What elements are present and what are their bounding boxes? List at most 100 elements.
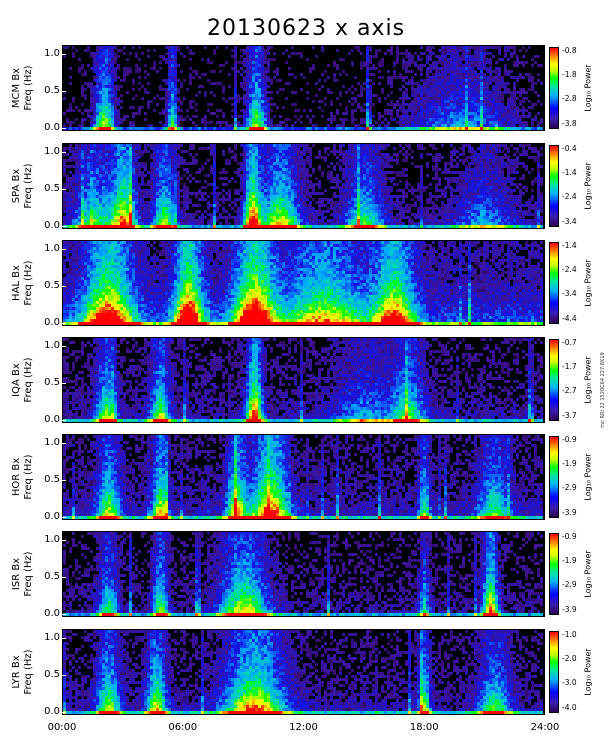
- spectrogram-image: [63, 338, 543, 422]
- colorbar-tick-label: -0.9: [562, 436, 577, 444]
- colorbar-tick-label: -0.8: [562, 47, 577, 55]
- y-axis-label-unit: Freq (Hz): [23, 357, 35, 402]
- y-axis-label-station: MCM Bx: [11, 65, 23, 110]
- y-tick-label: 1.0: [36, 633, 60, 643]
- colorbar-label: Log₁₀ Power: [582, 531, 594, 617]
- y-tick-label: 1.0: [36, 244, 60, 254]
- colorbar-label-text: Log₁₀ Power: [584, 550, 593, 597]
- colorbar-tick-label: -2.0: [562, 655, 577, 663]
- spectrogram-plot: [62, 531, 545, 617]
- y-tick-label: 0.0: [36, 415, 60, 425]
- y-axis-label: HOR Bx Freq (Hz): [8, 434, 38, 520]
- colorbar: [549, 47, 559, 129]
- y-tick-label: 1.0: [36, 535, 60, 545]
- panel-hor: HOR Bx Freq (Hz) 1.0 0.5 0.0 -0.9 -1.9 -2.9 -3.9…: [0, 434, 612, 531]
- colorbar-tick-label: -1.9: [562, 557, 577, 565]
- colorbar-label: Log₁₀ Power: [582, 240, 594, 326]
- y-tick-mark: [62, 383, 66, 384]
- y-tick-mark: [62, 249, 66, 250]
- y-tick-label: 0.5: [36, 184, 60, 194]
- side-note: mc RRI 22 1520C64 227.8X19: [598, 352, 608, 427]
- panel-isr: ISR Bx Freq (Hz) 1.0 0.5 0.0 -0.9 -1.9 -2.9 -3.9…: [0, 531, 612, 628]
- y-axis-label: SPA Bx Freq (Hz): [8, 143, 38, 229]
- y-axis-label-station: HOR Bx: [11, 454, 23, 499]
- y-axis-label: HAL Bx Freq (Hz): [8, 240, 38, 326]
- y-axis-label: LYR Bx Freq (Hz): [8, 629, 38, 715]
- colorbar-tick-label: -2.9: [562, 581, 577, 589]
- y-axis-label-station: SPA Bx: [11, 163, 23, 208]
- colorbar-label-text: Log₁₀ Power: [584, 162, 593, 209]
- colorbar-tick-label: -2.9: [562, 484, 577, 492]
- y-tick-label: 0.0: [36, 512, 60, 522]
- y-tick-mark: [62, 540, 66, 541]
- y-axis-label-unit: Freq (Hz): [23, 163, 35, 208]
- colorbar: [549, 339, 559, 421]
- y-tick-label: 1.0: [36, 438, 60, 448]
- colorbar-tick-label: -1.7: [562, 363, 577, 371]
- colorbar-tick-label: -3.4: [562, 218, 577, 226]
- colorbar-tick-label: -3.4: [562, 290, 577, 298]
- colorbar: [549, 242, 559, 324]
- y-tick-label: 0.5: [36, 670, 60, 680]
- colorbar-label-text: Log₁₀ Power: [584, 648, 593, 695]
- y-tick-mark: [62, 480, 66, 481]
- y-tick-label: 0.5: [36, 281, 60, 291]
- y-tick-mark: [62, 323, 66, 324]
- y-tick-mark: [62, 91, 66, 92]
- colorbar-tick-label: -4.4: [562, 315, 577, 323]
- y-tick-label: 0.0: [36, 318, 60, 328]
- y-tick-label: 0.0: [36, 123, 60, 133]
- y-tick-label: 0.5: [36, 378, 60, 388]
- y-axis-label-unit: Freq (Hz): [23, 454, 35, 499]
- y-tick-mark: [62, 226, 66, 227]
- x-tick-label: 24:00: [525, 722, 565, 733]
- colorbar-label-text: Log₁₀ Power: [584, 356, 593, 403]
- y-axis-label-unit: Freq (Hz): [23, 551, 35, 596]
- y-tick-label: 0.5: [36, 475, 60, 485]
- y-tick-mark: [62, 675, 66, 676]
- colorbar: [549, 145, 559, 227]
- colorbar-tick-label: -3.8: [562, 120, 577, 128]
- x-tick-label: 12:00: [284, 722, 324, 733]
- y-tick-label: 1.0: [36, 49, 60, 59]
- y-tick-mark: [62, 128, 66, 129]
- colorbar-tick-label: -0.4: [562, 145, 577, 153]
- colorbar: [549, 533, 559, 615]
- y-tick-mark: [62, 189, 66, 190]
- x-tick-label: 18:00: [404, 722, 444, 733]
- colorbar-label-text: Log₁₀ Power: [584, 64, 593, 111]
- colorbar-tick-label: -1.9: [562, 460, 577, 468]
- y-axis-label-station: ISR Bx: [11, 551, 23, 596]
- y-tick-label: 0.0: [36, 221, 60, 231]
- panel-lyr: LYR Bx Freq (Hz) 1.0 0.5 0.0 -1.0 -2.0 -3.0 -4.0…: [0, 629, 612, 726]
- spectrogram-image: [63, 241, 543, 325]
- colorbar: [549, 631, 559, 713]
- colorbar-tick-label: -1.4: [562, 242, 577, 250]
- colorbar-tick-label: -1.8: [562, 71, 577, 79]
- y-tick-mark: [62, 286, 66, 287]
- panel-mcm: MCM Bx Freq (Hz) 1.0 0.5 0.0 -0.8 -1.8 -2.8 -3.8…: [0, 45, 612, 142]
- panel-spa: SPA Bx Freq (Hz) 1.0 0.5 0.0 -0.4 -1.4 -2.4 -3.4…: [0, 143, 612, 240]
- y-tick-mark: [62, 346, 66, 347]
- x-tick-label: 00:00: [42, 722, 82, 733]
- colorbar-label: Log₁₀ Power: [582, 45, 594, 131]
- y-axis-label: MCM Bx Freq (Hz): [8, 45, 38, 131]
- y-tick-label: 1.0: [36, 341, 60, 351]
- colorbar-tick-label: -3.7: [562, 412, 577, 420]
- colorbar-label: Log₁₀ Power: [582, 337, 594, 423]
- y-tick-mark: [62, 517, 66, 518]
- y-axis-label: ISR Bx Freq (Hz): [8, 531, 38, 617]
- spectrogram-image: [63, 630, 543, 714]
- colorbar-label: Log₁₀ Power: [582, 143, 594, 229]
- y-tick-mark: [62, 712, 66, 713]
- y-tick-label: 0.5: [36, 572, 60, 582]
- colorbar-tick-label: -2.4: [562, 193, 577, 201]
- y-tick-label: 1.0: [36, 147, 60, 157]
- spectrogram-plot: [62, 629, 545, 715]
- y-axis-label-unit: Freq (Hz): [23, 65, 35, 110]
- colorbar-tick-label: -1.0: [562, 631, 577, 639]
- spectrogram-plot: [62, 45, 545, 131]
- colorbar-tick-label: -2.7: [562, 387, 577, 395]
- y-axis-label-unit: Freq (Hz): [23, 649, 35, 694]
- y-tick-mark: [62, 152, 66, 153]
